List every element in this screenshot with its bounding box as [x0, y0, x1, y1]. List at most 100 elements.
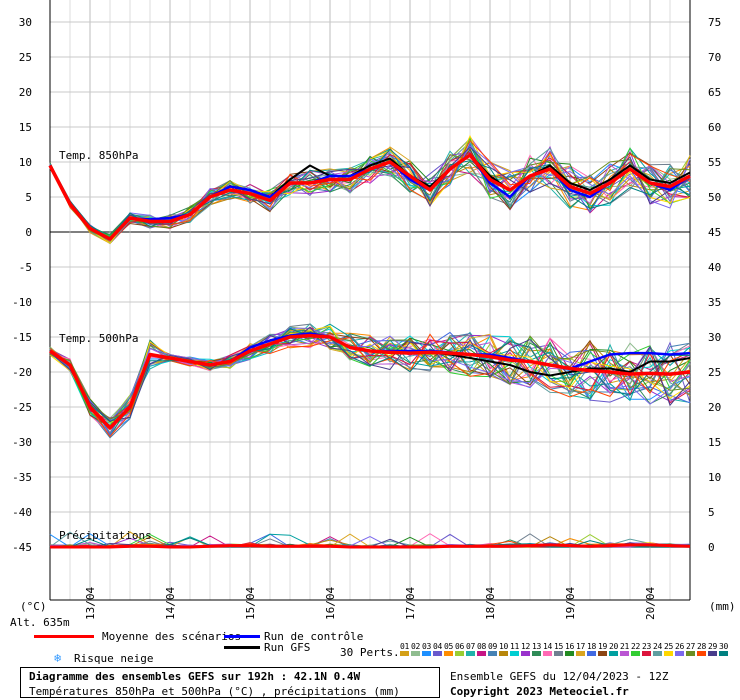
perturbation-number: 27 — [686, 642, 696, 651]
perturbation-swatch — [642, 651, 651, 656]
perturbation-number: 01 — [400, 642, 410, 651]
altitude-label: Alt. 635m — [10, 616, 70, 629]
perturbation-swatch — [609, 651, 618, 656]
main-series — [48, 153, 691, 549]
perturbation-number: 04 — [433, 642, 443, 651]
perturbation-swatch — [697, 651, 706, 656]
perturbation-swatch — [554, 651, 563, 656]
perturbation-number: 22 — [631, 642, 641, 651]
date-tick-label: 20/04 — [644, 587, 657, 620]
perturbation-swatch — [620, 651, 629, 656]
right-tick-label: 75 — [708, 16, 721, 29]
date-tick-label: 13/04 — [84, 587, 97, 620]
perturbation-swatch — [521, 651, 530, 656]
member-line-500 — [49, 333, 691, 428]
date-tick-label: 15/04 — [244, 587, 257, 620]
perturbation-swatch — [455, 651, 464, 656]
date-tick-label: 17/04 — [404, 587, 417, 620]
perturbation-number: 28 — [697, 642, 707, 651]
right-tick-label: 15 — [708, 436, 721, 449]
perturbation-swatch — [686, 651, 695, 656]
series-t500-mean — [48, 333, 691, 430]
perturbation-number: 18 — [587, 642, 597, 651]
left-tick-label: -20 — [12, 366, 32, 379]
perturbation-number: 08 — [477, 642, 487, 651]
t500-panel-label: Temp. 500hPa — [59, 332, 138, 345]
perturbation-number: 10 — [499, 642, 509, 651]
perturbation-swatch — [422, 651, 431, 656]
chart-title: Diagramme des ensembles GEFS sur 192h : … — [29, 670, 361, 683]
right-tick-label: 25 — [708, 366, 721, 379]
member-line-500 — [49, 325, 691, 421]
perturbation-number: 30 — [719, 642, 729, 651]
perturbation-number: 19 — [598, 642, 608, 651]
perturbation-swatch — [598, 651, 607, 656]
legend-ctrl-label: Run de contrôle — [264, 630, 364, 643]
perturbation-swatch — [708, 651, 717, 656]
member-line-500 — [49, 327, 691, 423]
member-line-850 — [49, 148, 691, 240]
left-tick-label: -25 — [12, 401, 32, 414]
date-tick-label: 18/04 — [484, 587, 497, 620]
perturbation-swatch — [444, 651, 453, 656]
series-t850-mean — [48, 153, 691, 241]
perturbation-swatch — [477, 651, 486, 656]
member-line-500 — [49, 333, 691, 434]
perturbation-number: 16 — [565, 642, 575, 651]
left-tick-label: -10 — [12, 296, 32, 309]
perturbation-number: 09 — [488, 642, 498, 651]
perturbation-swatch — [433, 651, 442, 656]
perturbation-number: 20 — [609, 642, 619, 651]
perturbation-swatch — [631, 651, 640, 656]
perturbation-number: 21 — [620, 642, 630, 651]
perturbation-number: 26 — [675, 642, 685, 651]
perturbation-swatch — [411, 651, 420, 656]
snowflake-icon: ❄ — [54, 651, 62, 665]
right-tick-label: 0 — [708, 541, 715, 554]
perturbation-number: 17 — [576, 642, 586, 651]
date-tick-label: 16/04 — [324, 587, 337, 620]
right-tick-label: 35 — [708, 296, 721, 309]
legend-ctrl-swatch — [224, 635, 260, 638]
chart-subtitle: Températures 850hPa et 500hPa (°C) , pré… — [29, 685, 400, 698]
perturbation-swatch — [488, 651, 497, 656]
left-tick-label: 20 — [19, 86, 32, 99]
member-line-500 — [49, 323, 691, 437]
left-tick-label: -45 — [12, 541, 32, 554]
perturbation-swatch — [653, 651, 662, 656]
right-tick-label: 20 — [708, 401, 721, 414]
left-tick-label: 0 — [25, 226, 32, 239]
left-tick-label: -35 — [12, 471, 32, 484]
right-axis-unit: (mm) — [709, 600, 736, 613]
right-tick-label: 45 — [708, 226, 721, 239]
left-tick-label: 5 — [25, 191, 32, 204]
chart-grid — [49, 0, 691, 601]
right-tick-label: 65 — [708, 86, 721, 99]
right-tick-label: 40 — [708, 261, 721, 274]
perturbation-number: 12 — [521, 642, 531, 651]
right-tick-label: 60 — [708, 121, 721, 134]
precip-panel-label: Précipitations — [59, 529, 152, 542]
perturbation-number: 15 — [554, 642, 564, 651]
date-tick-label: 14/04 — [164, 587, 177, 620]
perturbation-swatch — [576, 651, 585, 656]
perturbation-swatch — [499, 651, 508, 656]
perturbation-number: 11 — [510, 642, 520, 651]
perturbation-swatch — [719, 651, 728, 656]
left-tick-label: -5 — [19, 261, 32, 274]
perturbation-number: 29 — [708, 642, 718, 651]
legend-gfs-label: Run GFS — [264, 641, 311, 654]
perturbation-number: 23 — [642, 642, 652, 651]
perturbation-number: 02 — [411, 642, 421, 651]
perturbation-swatch — [543, 651, 552, 656]
left-tick-label: -30 — [12, 436, 32, 449]
copyright: Copyright 2023 Meteociel.fr — [450, 685, 629, 698]
perturbation-number: 14 — [543, 642, 553, 651]
right-tick-label: 5 — [708, 506, 715, 519]
perturbation-swatch — [400, 651, 409, 656]
perturbation-number: 24 — [653, 642, 663, 651]
left-tick-label: -40 — [12, 506, 32, 519]
right-tick-label: 30 — [708, 331, 721, 344]
